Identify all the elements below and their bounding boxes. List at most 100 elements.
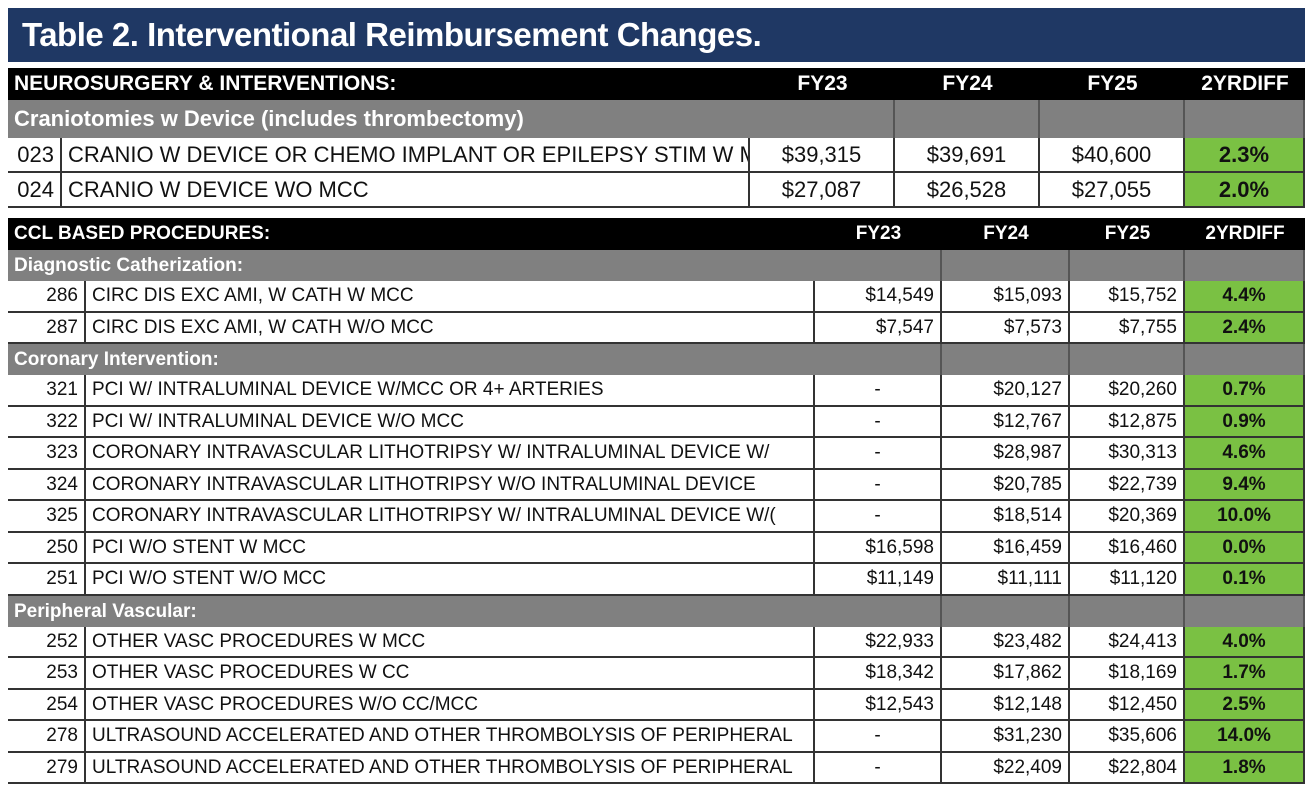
group-header-row: Peripheral Vascular: [8,595,1305,627]
table-row: 250 PCI W/O STENT W MCC $16,598 $16,459 $16,… [8,532,1305,564]
ccl-procedures-table: CCL BASED PROCEDURES: FY23 FY24 FY25 2YRDIFF… [8,218,1305,784]
table-row: 253 OTHER VASC PROCEDURES W CC $18,342 $17,… [8,658,1305,690]
value-fy25: $27,055 [1040,173,1185,206]
table-row: 325 CORONARY INTRAVASCULAR LITHOTRIPSY W/… [8,501,1305,533]
value-fy23: $27,087 [750,173,895,206]
group-blank-cell [815,595,942,627]
value-fy24: $17,862 [942,658,1070,688]
table-row: 279 ULTRASOUND ACCELERATED AND OTHER THRO… [8,752,1305,784]
group-label: Coronary Intervention: [14,349,219,370]
drg-code: 250 [8,532,86,562]
table-row: 322 PCI W/ INTRALUMINAL DEVICE W/O MCC - $1… [8,406,1305,438]
group-header-row: Craniotomies w Device (includes thrombec… [8,100,1305,138]
drg-description: CRANIO W DEVICE WO MCC [62,173,750,206]
value-fy24: $20,785 [942,469,1070,499]
value-fy24: $15,093 [942,281,1070,311]
column-header-diff: 2YRDIFF [1201,72,1289,95]
value-fy23: $7,547 [815,312,942,342]
drg-description: CORONARY INTRAVASCULAR LITHOTRIPSY W/O I… [86,469,815,499]
value-2yrdiff: 0.0% [1185,532,1305,562]
table-row: 287 CIRC DIS EXC AMI, W CATH W/O MCC $7,54… [8,312,1305,344]
drg-description: PCI W/ INTRALUMINAL DEVICE W/MCC OR 4+ A… [86,375,815,405]
drg-description: PCI W/O STENT W/O MCC [86,564,815,594]
value-fy23: - [815,406,942,436]
value-fy24: $31,230 [942,721,1070,751]
column-header-diff: 2YRDIFF [1205,223,1285,244]
drg-code: 322 [8,406,86,436]
drg-description: PCI W/O STENT W MCC [86,532,815,562]
table-row: 324 CORONARY INTRAVASCULAR LITHOTRIPSY W/… [8,469,1305,501]
drg-code: 254 [8,689,86,719]
value-2yrdiff: 9.4% [1185,469,1305,499]
value-2yrdiff: 1.7% [1185,658,1305,688]
column-header-fy23: FY23 [855,223,902,244]
drg-description: OTHER VASC PROCEDURES W/O CC/MCC [86,689,815,719]
value-2yrdiff: 2.4% [1185,312,1305,342]
drg-description: CORONARY INTRAVASCULAR LITHOTRIPSY W/ IN… [86,438,815,468]
value-fy24: $7,573 [942,312,1070,342]
value-fy23: - [815,375,942,405]
group-header-row: Diagnostic Catherization: [8,250,1305,281]
drg-code: 251 [8,564,86,594]
drg-code: 279 [8,752,86,782]
drg-description: CIRC DIS EXC AMI, W CATH W/O MCC [86,312,815,342]
table-header-row: NEUROSURGERY & INTERVENTIONS: FY23 FY24 FY2… [8,68,1305,100]
value-fy23: $22,933 [815,626,942,656]
drg-code: 324 [8,469,86,499]
value-fy23: - [815,438,942,468]
value-2yrdiff: 2.5% [1185,689,1305,719]
value-fy25: $30,313 [1070,438,1185,468]
value-fy24: $39,691 [895,138,1040,171]
value-fy25: $15,752 [1070,281,1185,311]
column-header-fy23: FY23 [797,72,848,95]
value-2yrdiff: 2.3% [1185,138,1305,171]
group-label: Craniotomies w Device (includes thrombec… [14,106,524,131]
drg-code: 323 [8,438,86,468]
drg-code: 252 [8,626,86,656]
drg-description: ULTRASOUND ACCELERATED AND OTHER THROMBO… [86,752,815,782]
value-fy24: $26,528 [895,173,1040,206]
column-header-fy24: FY24 [942,72,993,95]
group-blank-cell [1185,344,1305,375]
table-row: 278 ULTRASOUND ACCELERATED AND OTHER THRO… [8,721,1305,753]
value-fy23: $39,315 [750,138,895,171]
drg-code: 321 [8,375,86,405]
section-header: CCL BASED PROCEDURES: [14,223,271,244]
value-2yrdiff: 0.1% [1185,564,1305,594]
group-blank-cell [942,595,1070,627]
group-blank-cell [1070,595,1185,627]
group-blank-cell [1070,344,1185,375]
value-fy25: $22,739 [1070,469,1185,499]
drg-code: 286 [8,281,86,311]
value-fy24: $28,987 [942,438,1070,468]
value-fy24: $12,767 [942,406,1070,436]
drg-code: 325 [8,501,86,531]
table-row: 023 CRANIO W DEVICE OR CHEMO IMPLANT OR E… [8,138,1305,173]
group-label: Diagnostic Catherization: [14,255,244,276]
value-fy25: $24,413 [1070,626,1185,656]
value-fy25: $12,450 [1070,689,1185,719]
table-row: 254 OTHER VASC PROCEDURES W/O CC/MCC $12,5… [8,689,1305,721]
drg-description: PCI W/ INTRALUMINAL DEVICE W/O MCC [86,406,815,436]
table-title: Table 2. Interventional Reimbursement Ch… [8,8,1305,62]
group-blank-cell [1185,595,1305,627]
value-fy24: $16,459 [942,532,1070,562]
group-blank-cell [942,344,1070,375]
value-fy25: $7,755 [1070,312,1185,342]
group-blank-cell [750,100,895,138]
drg-description: OTHER VASC PROCEDURES W CC [86,658,815,688]
drg-description: CORONARY INTRAVASCULAR LITHOTRIPSY W/ IN… [86,501,815,531]
table-header-row: CCL BASED PROCEDURES: FY23 FY24 FY25 2YRDIFF [8,218,1305,250]
group-blank-cell [1185,250,1305,281]
value-fy25: $16,460 [1070,532,1185,562]
drg-description: ULTRASOUND ACCELERATED AND OTHER THROMBO… [86,721,815,751]
table-row: 252 OTHER VASC PROCEDURES W MCC $22,933 $23… [8,626,1305,658]
table-row: 321 PCI W/ INTRALUMINAL DEVICE W/MCC OR 4… [8,375,1305,407]
value-fy23: $12,543 [815,689,942,719]
value-fy24: $23,482 [942,626,1070,656]
drg-code: 253 [8,658,86,688]
value-fy23: $16,598 [815,532,942,562]
drg-code: 278 [8,721,86,751]
value-fy23: - [815,469,942,499]
group-blank-cell [815,250,942,281]
